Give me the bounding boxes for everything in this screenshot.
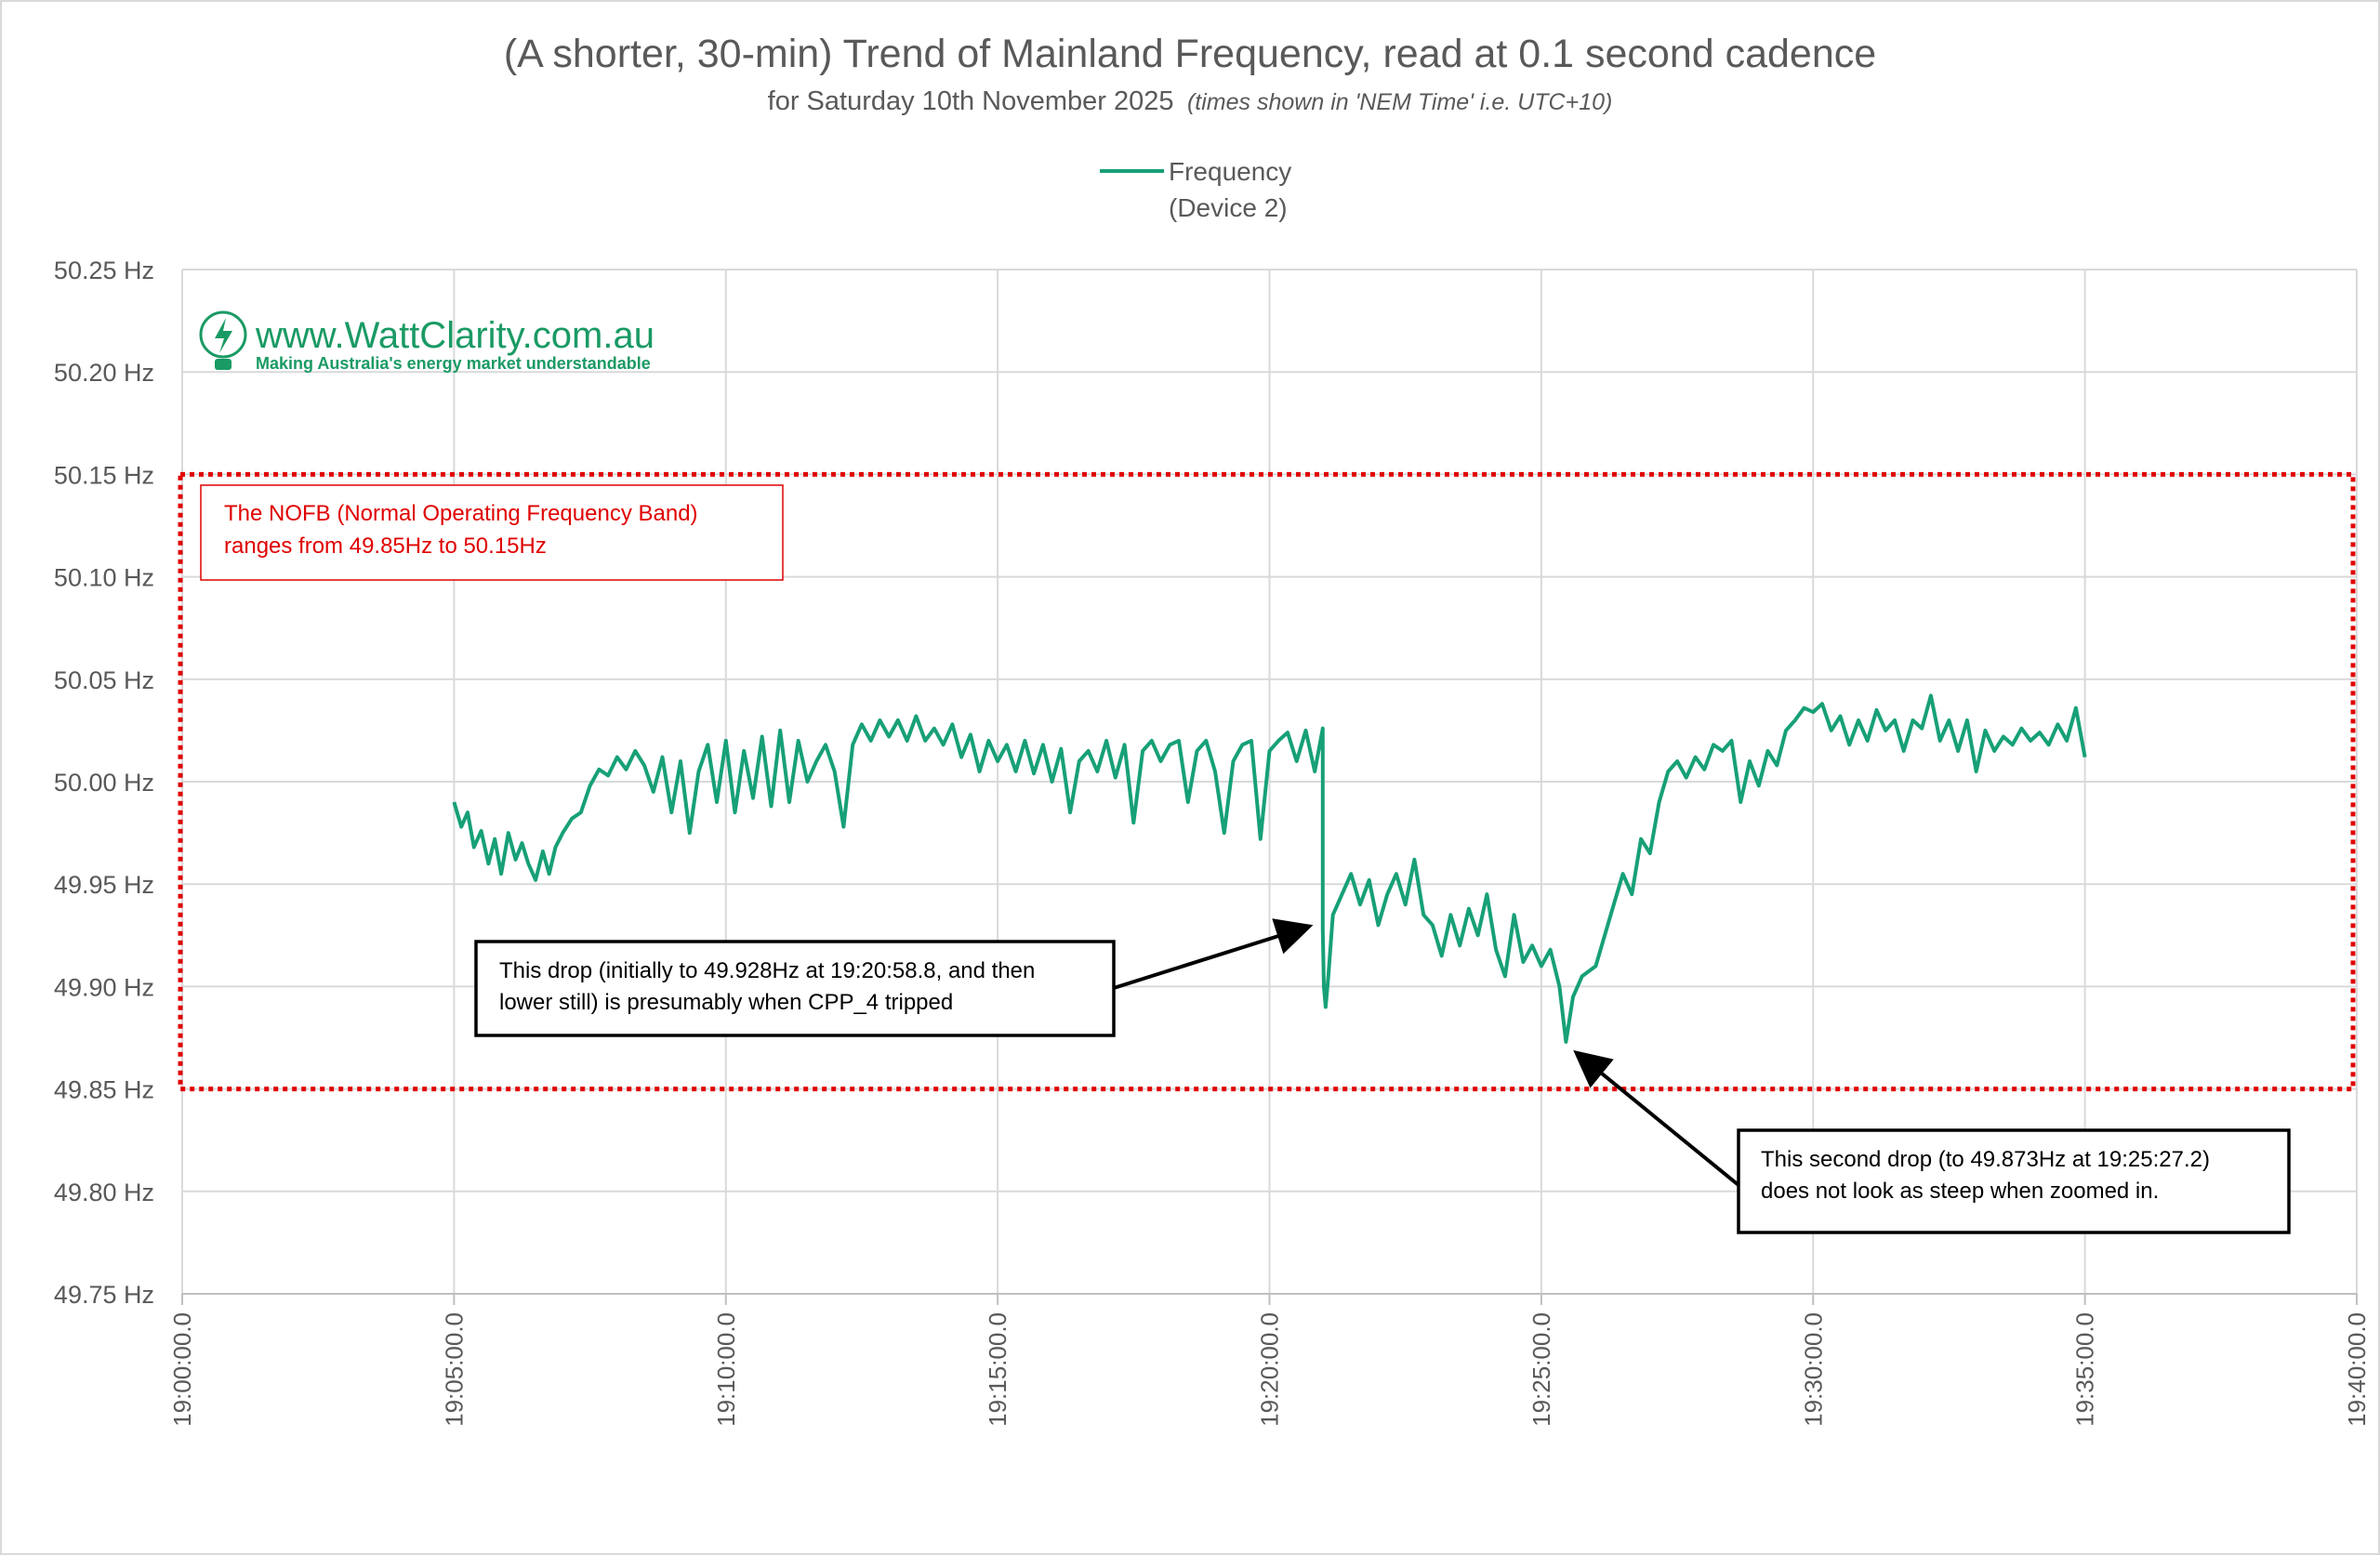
annotation-2-line2: does not look as steep when zoomed in. [1761,1179,2159,1204]
chart-subtitle-note: (times shown in 'NEM Time' i.e. UTC+10) [1187,89,1612,115]
annotation-box-2: This second drop (to 49.873Hz at 19:25:2… [1737,1128,2291,1234]
x-tick-label: 19:05:00.0 [440,1312,468,1427]
chart-subtitle: for Saturday 10th November 2025 [768,86,1174,116]
x-axis-tick-labels: 19:00:00.0 19:05:00.0 19:10:00.0 19:15:00.0… [168,1312,2371,1427]
annotation-1-line2: lower still) is presumably when CPP_4 tr… [499,990,953,1015]
x-tick-label: 19:25:00.0 [1527,1312,1555,1427]
legend-label-line2: (Device 2) [1169,193,1288,222]
frequency-line [452,693,2087,1044]
x-tick-label: 19:20:00.0 [1256,1312,1284,1427]
annotations [1113,918,1740,1187]
y-tick-label: 49.80 Hz [54,1179,154,1206]
y-tick-label: 50.25 Hz [54,257,154,284]
nofb-label-box: The NOFB (Normal Operating Frequency Ban… [200,484,784,581]
chart-subtitle-line: for Saturday 10th November 2025 (times s… [768,86,1613,116]
logo-url: www.WattClarity.com.au [255,315,654,356]
annotation-2-arrow [1573,1049,1740,1187]
y-tick-label: 50.20 Hz [54,359,154,387]
y-tick-label: 49.95 Hz [54,871,154,899]
x-tick-label: 19:15:00.0 [984,1312,1012,1427]
y-tick-label: 50.15 Hz [54,461,154,489]
legend-label: Frequency [1169,157,1291,186]
x-tick-label: 19:40:00.0 [2343,1312,2371,1427]
x-tick-label: 19:35:00.0 [2071,1312,2099,1427]
y-tick-label: 49.85 Hz [54,1076,154,1104]
nofb-label-line1: The NOFB (Normal Operating Frequency Ban… [224,501,698,526]
frequency-series [452,693,2087,1044]
y-axis-tick-labels: 49.75 Hz 49.80 Hz 49.85 Hz 49.90 Hz 49.95 Hz… [54,257,154,1309]
nofb-label-line2: ranges from 49.85Hz to 50.15Hz [224,534,547,559]
nofb-label-border [200,484,784,581]
x-tick-label: 19:00:00.0 [168,1312,196,1427]
legend: Frequency (Device 2) [1100,157,1291,222]
annotation-2-line1: This second drop (to 49.873Hz at 19:25:2… [1761,1147,2210,1172]
x-tick-label: 19:30:00.0 [1799,1312,1827,1427]
annotation-2-border [1737,1128,2291,1234]
lightbulb-icon [199,310,247,370]
y-tick-label: 49.75 Hz [54,1281,154,1309]
x-tick-label: 19:10:00.0 [712,1312,740,1427]
y-tick-label: 49.90 Hz [54,973,154,1001]
y-tick-label: 50.05 Hz [54,666,154,694]
chart-title: (A shorter, 30-min) Trend of Mainland Fr… [504,32,1876,76]
y-tick-label: 50.00 Hz [54,769,154,797]
wattclarity-logo: www.WattClarity.com.au Making Australia'… [199,310,654,373]
y-tick-label: 50.10 Hz [54,564,154,592]
annotation-1-arrow [1113,918,1314,990]
annotation-1-border [474,940,1116,1037]
annotation-1-line1: This drop (initially to 49.928Hz at 19:2… [499,958,1035,983]
annotation-box-1: This drop (initially to 49.928Hz at 19:2… [474,940,1116,1037]
logo-tagline: Making Australia's energy market underst… [256,354,651,373]
